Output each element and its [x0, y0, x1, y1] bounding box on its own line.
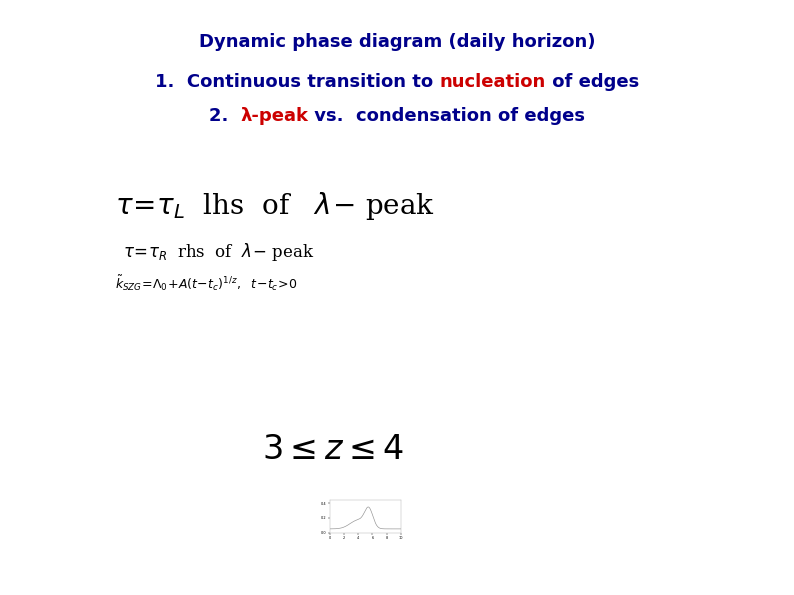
Text: λ-peak: λ-peak — [241, 107, 308, 125]
Text: vs.  condensation of edges: vs. condensation of edges — [308, 107, 585, 125]
Text: of edges: of edges — [545, 73, 639, 90]
Text: $\tau\!=\!\tau_L$  lhs  of   $\lambda\!-\!$ peak: $\tau\!=\!\tau_L$ lhs of $\lambda\!-\!$ … — [115, 190, 435, 223]
Text: 2.: 2. — [209, 107, 241, 125]
Text: 1.  Continuous transition to: 1. Continuous transition to — [155, 73, 439, 90]
Text: $3 \leq z \leq 4$: $3 \leq z \leq 4$ — [263, 434, 404, 466]
Text: $\tau\!=\!\tau_R$  rhs  of  $\lambda\!-\!$ peak: $\tau\!=\!\tau_R$ rhs of $\lambda\!-\!$ … — [123, 241, 314, 263]
Text: Dynamic phase diagram (daily horizon): Dynamic phase diagram (daily horizon) — [198, 33, 596, 51]
Text: nucleation: nucleation — [439, 73, 545, 90]
Text: $\tilde{k}_{SZG}\!=\!\Lambda_0\!+\!A\left(t\!-\!t_c\right)^{1/z},\ \ t\!-\!t_c\!: $\tilde{k}_{SZG}\!=\!\Lambda_0\!+\!A\lef… — [115, 274, 298, 293]
